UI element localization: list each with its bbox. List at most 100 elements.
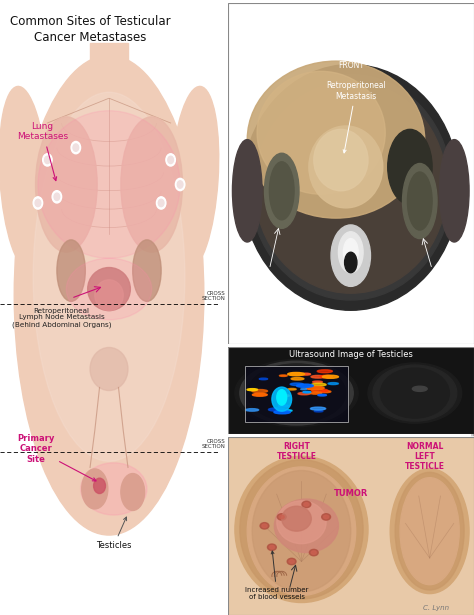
Ellipse shape [253,394,267,396]
Ellipse shape [0,87,48,270]
Ellipse shape [318,394,327,396]
Text: Retroperitoneal
Lymph Node Metastasis
(Behind Abdominal Organs): Retroperitoneal Lymph Node Metastasis (B… [12,308,111,328]
Text: Primary
Cancer
Site: Primary Cancer Site [17,434,96,481]
Ellipse shape [322,375,338,378]
Circle shape [287,558,296,565]
Ellipse shape [373,365,457,421]
Ellipse shape [14,55,204,535]
Ellipse shape [314,129,368,191]
Ellipse shape [311,389,328,392]
Circle shape [310,549,318,556]
Ellipse shape [303,391,311,393]
Circle shape [156,197,166,209]
Ellipse shape [277,390,287,405]
Bar [245,367,348,421]
Ellipse shape [274,411,291,414]
Circle shape [311,551,316,554]
Circle shape [166,154,175,166]
Circle shape [279,515,284,518]
Ellipse shape [317,370,332,373]
Circle shape [54,193,60,200]
Ellipse shape [247,467,356,595]
Text: Computed Tomography
of Abdomen: Computed Tomography of Abdomen [294,14,408,36]
Ellipse shape [309,126,383,208]
Ellipse shape [282,506,311,531]
Ellipse shape [439,140,469,242]
Circle shape [302,501,311,507]
Ellipse shape [311,383,326,386]
Circle shape [43,154,52,166]
Ellipse shape [291,378,304,380]
Text: NORMAL
LEFT
TESTICLE: NORMAL LEFT TESTICLE [405,442,445,471]
Ellipse shape [311,375,325,378]
Circle shape [71,141,81,154]
Ellipse shape [66,258,152,320]
Ellipse shape [280,375,287,376]
Text: Right
Kidney: Right Kidney [253,296,276,309]
Ellipse shape [408,172,432,230]
Ellipse shape [95,280,123,311]
Ellipse shape [328,383,338,384]
Ellipse shape [232,140,262,242]
Ellipse shape [38,111,180,258]
Ellipse shape [288,373,304,376]
Ellipse shape [380,368,449,418]
Text: TUMOR: TUMOR [334,489,368,498]
Ellipse shape [402,164,437,239]
Text: Computed tomography and ultrasound images: Ariadne M. Bach, MD/Robert J. Motzer,: Computed tomography and ultrasound image… [469,381,474,615]
Ellipse shape [338,232,363,272]
Ellipse shape [252,470,351,592]
Circle shape [277,514,286,520]
Ellipse shape [290,383,303,386]
Ellipse shape [242,65,459,310]
Ellipse shape [247,389,257,391]
Circle shape [412,386,427,391]
Ellipse shape [283,410,292,411]
Ellipse shape [298,392,310,395]
Ellipse shape [301,373,310,375]
Ellipse shape [133,240,161,301]
Ellipse shape [88,268,130,311]
Ellipse shape [255,82,447,293]
Ellipse shape [240,361,353,425]
Ellipse shape [296,384,313,387]
Circle shape [175,178,185,191]
Ellipse shape [320,391,331,393]
Text: RIGHT
TESTICLE: RIGHT TESTICLE [276,442,317,461]
Ellipse shape [240,460,363,599]
Circle shape [168,156,173,164]
Circle shape [177,181,183,188]
Ellipse shape [257,71,385,194]
Text: Common Sites of Testicular
Cancer Metastases: Common Sites of Testicular Cancer Metast… [10,15,170,44]
Ellipse shape [264,153,299,228]
Ellipse shape [94,478,106,493]
Ellipse shape [82,469,108,509]
Text: Retroperitoneal
Metastasis: Retroperitoneal Metastasis [326,81,385,153]
Ellipse shape [36,117,97,252]
Circle shape [52,191,62,203]
Ellipse shape [247,61,425,218]
Ellipse shape [250,75,452,300]
Ellipse shape [310,407,326,410]
Ellipse shape [395,472,464,590]
Circle shape [45,156,50,164]
Ellipse shape [90,347,128,391]
Ellipse shape [235,456,368,603]
Text: CROSS
SECTION: CROSS SECTION [201,438,225,449]
Ellipse shape [313,381,322,383]
Text: Ultrasound Image of Testicles: Ultrasound Image of Testicles [289,350,413,359]
Circle shape [158,199,164,207]
Circle shape [73,144,79,151]
Ellipse shape [259,378,268,379]
Circle shape [35,199,41,207]
Ellipse shape [279,405,288,407]
Ellipse shape [368,363,462,423]
Ellipse shape [235,360,358,427]
Circle shape [267,544,276,550]
Circle shape [322,514,330,520]
Ellipse shape [252,389,267,392]
Ellipse shape [268,408,285,411]
Ellipse shape [314,410,323,412]
Ellipse shape [57,240,85,301]
Ellipse shape [247,364,346,423]
